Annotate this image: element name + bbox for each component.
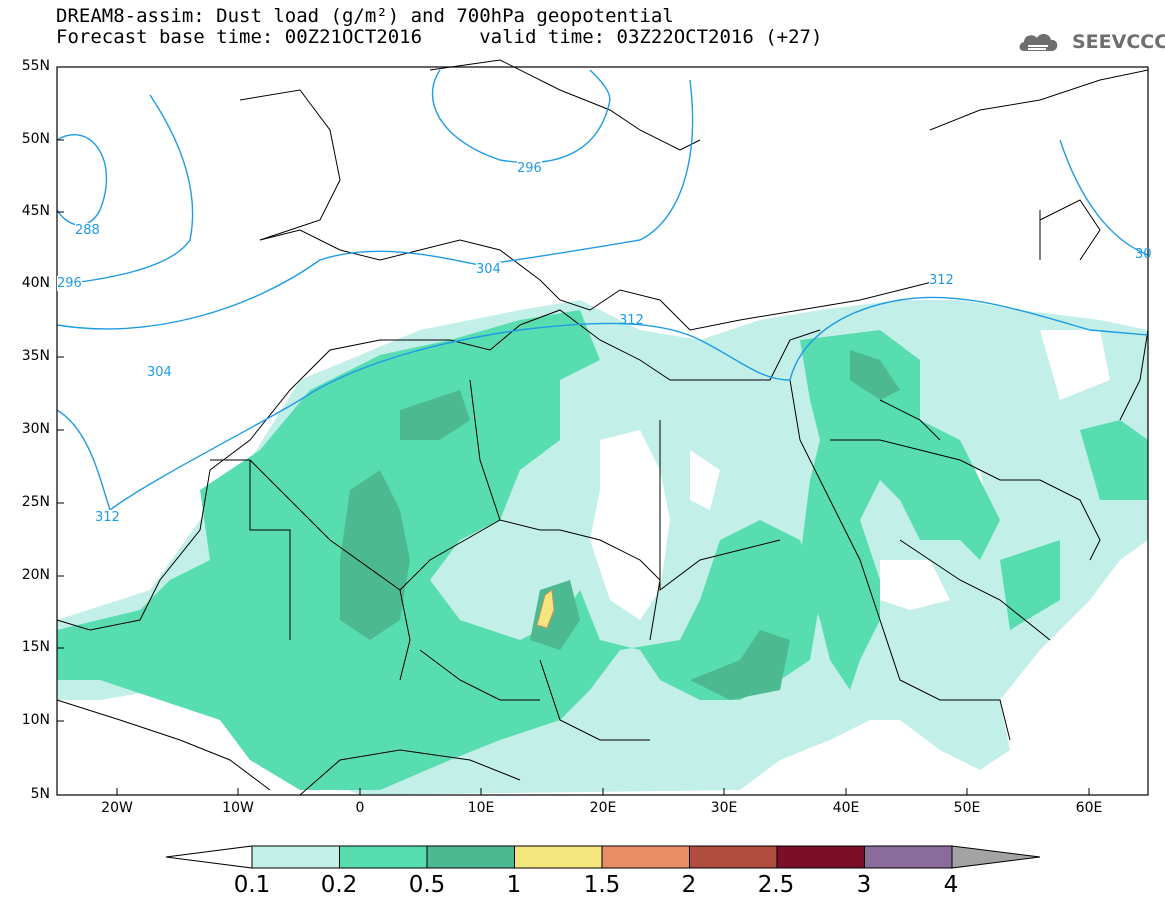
lat-label: 25N bbox=[21, 494, 50, 510]
contour-label: 312 bbox=[929, 273, 954, 288]
contour-label: 288 bbox=[75, 223, 100, 238]
lat-label: 10N bbox=[21, 712, 50, 728]
lat-label: 45N bbox=[21, 203, 50, 219]
contour-label: 312 bbox=[95, 510, 120, 525]
lat-label: 5N bbox=[30, 786, 50, 802]
dust-level-0-2 bbox=[57, 310, 1148, 790]
lat-label: 40N bbox=[21, 275, 50, 291]
lat-label: 55N bbox=[21, 58, 50, 74]
chart-subtitle: Forecast base time: 00Z21OCT2016 valid t… bbox=[56, 26, 823, 48]
lat-label: 15N bbox=[21, 639, 50, 655]
contour-label: 304 bbox=[476, 262, 501, 277]
lon-label: 0 bbox=[355, 800, 365, 816]
axis-ticks bbox=[57, 66, 1090, 796]
lon-label: 20E bbox=[589, 800, 617, 816]
colorbar-label: 4 bbox=[943, 872, 959, 898]
lon-label: 10W bbox=[222, 800, 254, 816]
dust-level-1 bbox=[536, 589, 555, 629]
contour-label: 296 bbox=[57, 276, 82, 291]
lon-label: 10E bbox=[467, 800, 495, 816]
lon-label: 60E bbox=[1075, 800, 1103, 816]
colorbar-label: 2.5 bbox=[757, 872, 795, 898]
colorbar-label: 0.2 bbox=[320, 872, 358, 898]
lon-label: 30E bbox=[710, 800, 738, 816]
contour-label: 312 bbox=[619, 313, 644, 328]
coastlines bbox=[56, 59, 1149, 796]
cloud-icon bbox=[1019, 34, 1058, 51]
contour-label: 304 bbox=[147, 365, 172, 380]
contour-label: 296 bbox=[517, 161, 542, 176]
lon-label: 20W bbox=[101, 800, 133, 816]
colorbar-label: 2 bbox=[681, 872, 697, 898]
colorbar-label: 0.5 bbox=[408, 872, 446, 898]
lon-label: 50E bbox=[953, 800, 981, 816]
chart-title: DREAM8-assim: Dust load (g/m²) and 700hP… bbox=[56, 5, 674, 27]
contour-label: 30 bbox=[1135, 247, 1152, 262]
lat-label: 30N bbox=[21, 421, 50, 437]
dust-level-0-5 bbox=[340, 350, 900, 700]
colorbar-label: 0.1 bbox=[233, 872, 271, 898]
lat-label: 50N bbox=[21, 131, 50, 147]
logo-text: SEEVCCC bbox=[1072, 31, 1165, 53]
lat-label: 35N bbox=[21, 348, 50, 364]
lat-label: 20N bbox=[21, 567, 50, 583]
lon-label: 40E bbox=[832, 800, 860, 816]
colorbar-label: 3 bbox=[856, 872, 872, 898]
colorbar-label: 1.5 bbox=[583, 872, 621, 898]
colorbar-label: 1 bbox=[506, 872, 522, 898]
